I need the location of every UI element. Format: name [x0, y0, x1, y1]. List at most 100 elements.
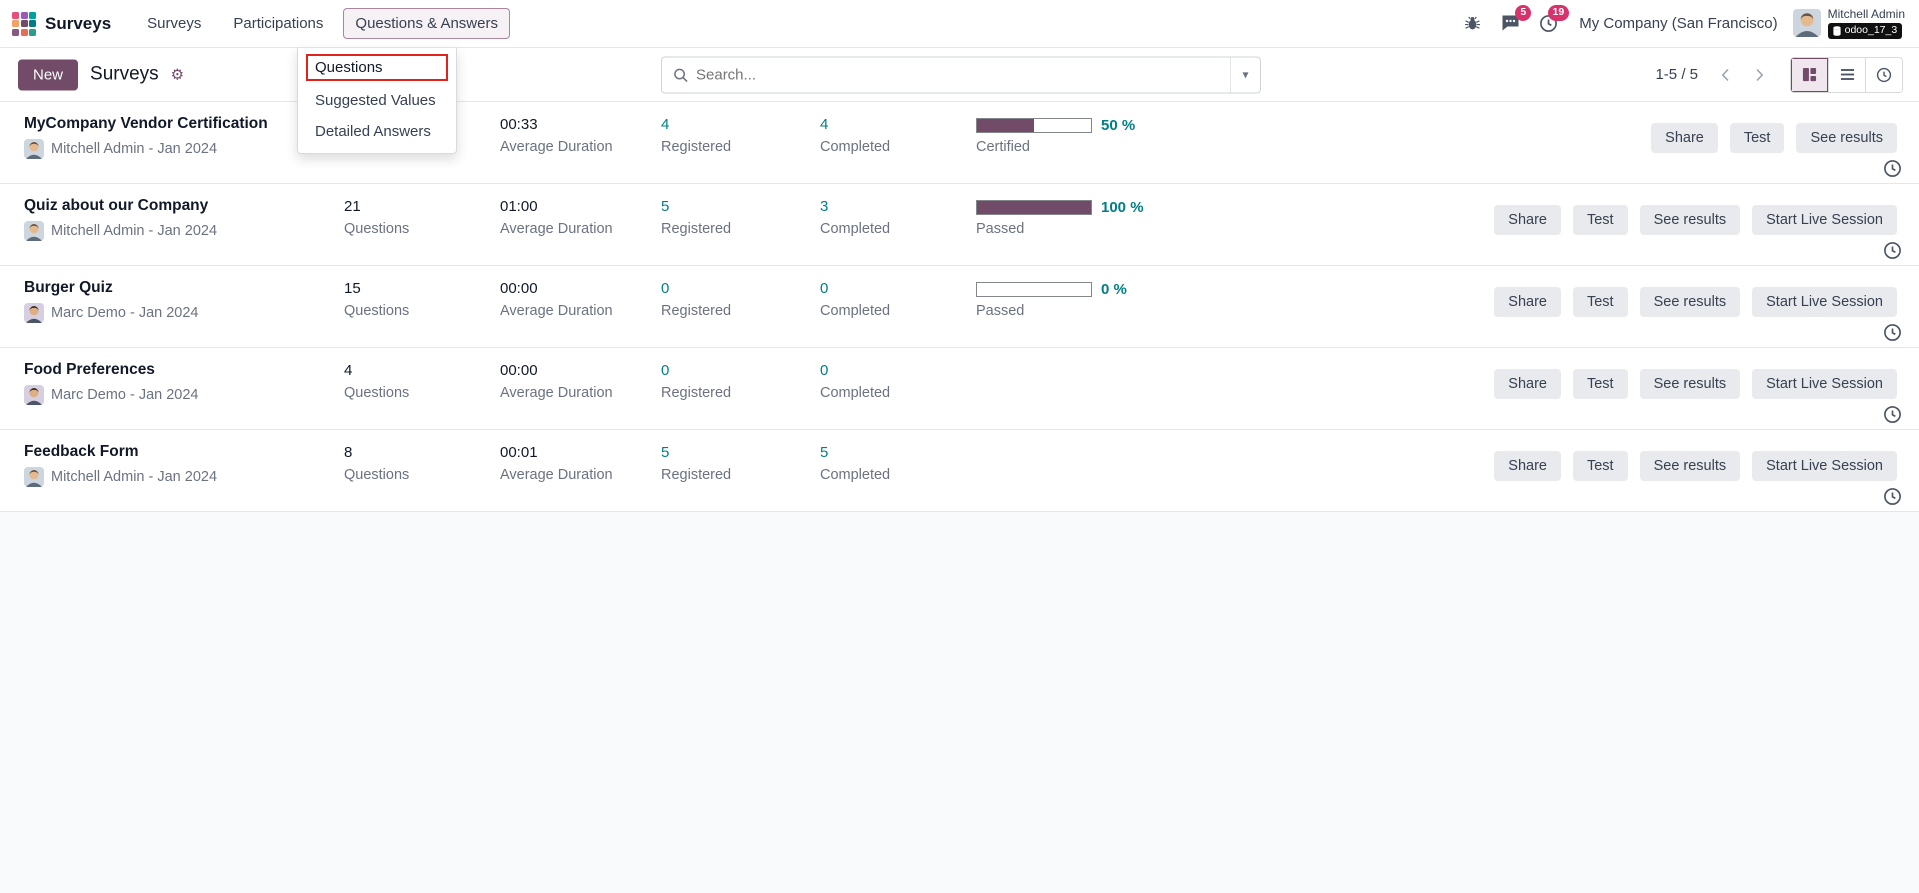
- menu-item-questions-answers[interactable]: Questions & Answers: [343, 8, 510, 39]
- start-live-session-button[interactable]: Start Live Session: [1752, 451, 1897, 481]
- survey-row: Feedback Form Mitchell Admin - Jan 2024 …: [0, 430, 1919, 512]
- questions-label: Questions: [344, 221, 410, 237]
- row-actions: Share Test See results Start Live Sessio…: [1494, 205, 1897, 235]
- completed-label: Completed: [820, 139, 891, 155]
- see-results-button[interactable]: See results: [1639, 287, 1741, 317]
- success-percent: 100 %: [1101, 198, 1144, 216]
- start-live-session-button[interactable]: Start Live Session: [1752, 287, 1897, 317]
- duration-value: 01:00: [500, 198, 538, 215]
- activity-clock-icon[interactable]: [1883, 487, 1902, 506]
- survey-author: Marc Demo - Jan 2024: [24, 385, 198, 405]
- messages-icon[interactable]: 5: [1499, 4, 1532, 35]
- share-button[interactable]: Share: [1494, 287, 1561, 317]
- database-name: odoo_17_3: [1844, 24, 1898, 37]
- test-button[interactable]: Test: [1729, 123, 1785, 153]
- survey-author: Mitchell Admin - Jan 2024: [24, 139, 268, 159]
- kanban-view-icon[interactable]: [1791, 57, 1828, 92]
- see-results-button[interactable]: See results: [1639, 451, 1741, 481]
- survey-title[interactable]: Feedback Form: [24, 443, 139, 460]
- registered-count[interactable]: 0: [661, 362, 670, 379]
- success-progress-bar: [976, 117, 1092, 133]
- search-input[interactable]: [696, 66, 1230, 83]
- activity-clock-icon[interactable]: [1883, 405, 1902, 424]
- database-icon: [1833, 26, 1841, 36]
- duration-value: 00:00: [500, 362, 538, 379]
- completed-count[interactable]: 0: [820, 280, 829, 297]
- registered-label: Registered: [661, 385, 732, 401]
- survey-title[interactable]: Food Preferences: [24, 361, 155, 378]
- user-meta: Mitchell Admin odoo_17_3: [1827, 8, 1905, 39]
- registered-count[interactable]: 5: [661, 198, 670, 215]
- see-results-button[interactable]: See results: [1639, 369, 1741, 399]
- pager-previous-icon[interactable]: [1712, 62, 1738, 88]
- completed-count[interactable]: 0: [820, 362, 829, 379]
- new-button[interactable]: New: [18, 59, 79, 90]
- activity-clock-icon[interactable]: [1883, 159, 1902, 178]
- dropdown-item-questions[interactable]: Questions: [306, 54, 448, 81]
- survey-author: Mitchell Admin - Jan 2024: [24, 467, 217, 487]
- activity-view-icon[interactable]: [1865, 57, 1902, 92]
- registered-count[interactable]: 4: [661, 116, 670, 133]
- success-percent: 50 %: [1101, 116, 1136, 134]
- registered-count[interactable]: 0: [661, 280, 670, 297]
- survey-author: Marc Demo - Jan 2024: [24, 303, 198, 323]
- activity-clock-icon[interactable]: [1883, 241, 1902, 260]
- questions-label: Questions: [344, 385, 410, 401]
- bug-icon[interactable]: [1461, 12, 1484, 35]
- author-avatar-icon: [24, 139, 44, 159]
- author-name: Marc Demo - Jan 2024: [51, 305, 199, 321]
- questions-count: 21: [344, 198, 361, 215]
- pager-next-icon[interactable]: [1746, 62, 1772, 88]
- app-name[interactable]: Surveys: [45, 13, 112, 33]
- registered-count[interactable]: 5: [661, 444, 670, 461]
- see-results-button[interactable]: See results: [1796, 123, 1897, 153]
- control-panel-left: New Surveys ⚙: [18, 59, 184, 90]
- registered-stat: 0 Registered: [661, 361, 731, 401]
- test-button[interactable]: Test: [1572, 451, 1628, 481]
- start-live-session-button[interactable]: Start Live Session: [1752, 205, 1897, 235]
- registered-stat: 5 Registered: [661, 197, 731, 237]
- success-stat: 100 % Passed: [976, 197, 1144, 237]
- menu-item-surveys[interactable]: Surveys: [147, 15, 202, 32]
- share-button[interactable]: Share: [1494, 369, 1561, 399]
- completed-count[interactable]: 4: [820, 116, 829, 133]
- share-button[interactable]: Share: [1494, 205, 1561, 235]
- test-button[interactable]: Test: [1572, 287, 1628, 317]
- search-icon: [673, 67, 688, 82]
- survey-title[interactable]: MyCompany Vendor Certification: [24, 115, 268, 132]
- share-button[interactable]: Share: [1651, 123, 1718, 153]
- search-caret-down-icon[interactable]: ▾: [1230, 57, 1260, 92]
- activities-badge: 19: [1547, 4, 1570, 21]
- start-live-session-button[interactable]: Start Live Session: [1752, 369, 1897, 399]
- company-switcher[interactable]: My Company (San Francisco): [1579, 14, 1778, 32]
- test-button[interactable]: Test: [1572, 369, 1628, 399]
- survey-title[interactable]: Quiz about our Company: [24, 197, 209, 214]
- survey-title[interactable]: Burger Quiz: [24, 279, 113, 296]
- gear-icon[interactable]: ⚙: [170, 66, 185, 84]
- author-avatar-icon: [24, 385, 44, 405]
- dropdown-item-suggested-values[interactable]: Suggested Values: [315, 92, 436, 109]
- registered-stat: 0 Registered: [661, 279, 731, 319]
- row-actions: Share Test See results Start Live Sessio…: [1494, 451, 1897, 481]
- registered-label: Registered: [661, 467, 732, 483]
- dropdown-item-detailed-answers[interactable]: Detailed Answers: [315, 123, 431, 140]
- success-progress-bar: [976, 199, 1092, 215]
- pager-range: 1-5 / 5: [1655, 66, 1698, 83]
- share-button[interactable]: Share: [1494, 451, 1561, 481]
- top-bar-right: 5 19 My Company (San Francisco) Mitchell…: [1461, 4, 1905, 39]
- list-view-icon[interactable]: [1828, 57, 1865, 92]
- menu-item-participations[interactable]: Participations: [233, 15, 324, 32]
- activities-icon[interactable]: 19: [1537, 4, 1570, 35]
- completed-count[interactable]: 5: [820, 444, 829, 461]
- user-menu[interactable]: Mitchell Admin odoo_17_3: [1792, 8, 1905, 39]
- test-button[interactable]: Test: [1572, 205, 1628, 235]
- apps-grid-icon[interactable]: [12, 11, 36, 36]
- activity-clock-icon[interactable]: [1883, 323, 1902, 342]
- author-avatar-icon: [24, 303, 44, 323]
- row-actions: Share Test See results: [1651, 123, 1897, 153]
- completed-count[interactable]: 3: [820, 198, 829, 215]
- see-results-button[interactable]: See results: [1639, 205, 1741, 235]
- questions-label: Questions: [344, 467, 410, 483]
- questions-label: Questions: [344, 303, 410, 319]
- registered-stat: 4 Registered: [661, 115, 731, 155]
